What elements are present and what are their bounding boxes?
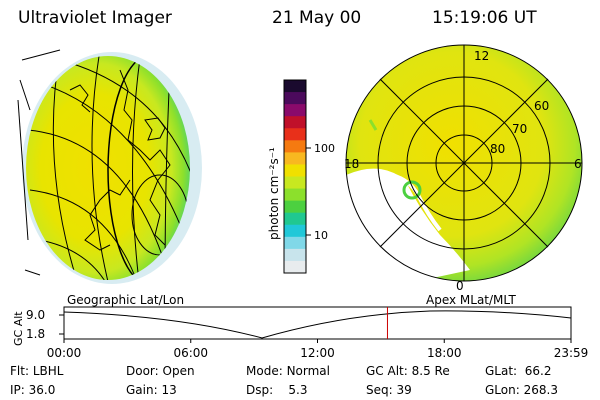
colorbar-cell bbox=[284, 200, 306, 214]
info-gain: Gain: 13 bbox=[126, 383, 177, 397]
colorbar-cell bbox=[284, 248, 306, 262]
mlt-label-6: 6 bbox=[574, 157, 582, 171]
mlat-label-80: 80 bbox=[490, 142, 505, 156]
mlt-label-18: 18 bbox=[344, 157, 359, 171]
time-tick-label: 06:00 bbox=[173, 346, 208, 360]
info-flt: Flt: LBHL bbox=[10, 364, 64, 378]
mlt-label-12: 12 bbox=[474, 49, 489, 63]
altitude-plot: 9.0 1.8 GC Alt 00:00 06:00 12:00 18:00 23:59 bbox=[12, 306, 589, 360]
mlat-label-70: 70 bbox=[512, 122, 527, 136]
time-tick-label: 12:00 bbox=[300, 346, 335, 360]
info-ip: IP: 36.0 bbox=[10, 383, 56, 397]
info-mode: Mode: Normal bbox=[246, 364, 330, 378]
info-door: Door: Open bbox=[126, 364, 195, 378]
info-glat: GLat: 66.2 bbox=[485, 364, 552, 378]
colorbar-cell bbox=[284, 224, 306, 238]
colorbar-cell bbox=[284, 236, 306, 250]
time-tick-label: 23:59 bbox=[554, 346, 589, 360]
right-caption: Apex MLat/MLT bbox=[426, 293, 516, 307]
colorbar-cell bbox=[284, 188, 306, 202]
colorbar-cell bbox=[284, 104, 306, 117]
mlt-label-0: 0 bbox=[456, 279, 464, 293]
left-caption: Geographic Lat/Lon bbox=[67, 293, 184, 307]
polar-image: 12 0 18 6 60 70 80 Apex MLat/MLT bbox=[344, 44, 583, 307]
colorbar-cell bbox=[284, 140, 306, 153]
mlat-label-60: 60 bbox=[534, 99, 549, 113]
time-tick-label: 18:00 bbox=[427, 346, 462, 360]
colorbar-cell bbox=[284, 164, 306, 177]
colorbar-cell bbox=[284, 80, 306, 93]
colorbar-tick-100: 100 bbox=[314, 142, 335, 155]
colorbar-cell bbox=[284, 92, 306, 105]
time-tick-label: 00:00 bbox=[47, 346, 82, 360]
alt-ylabel: GC Alt bbox=[12, 311, 25, 346]
colorbar-label: photon cm⁻²s⁻¹ bbox=[267, 147, 281, 240]
colorbar: 100 10 photon cm⁻²s⁻¹ bbox=[267, 79, 335, 274]
time-label: 15:19:06 UT bbox=[432, 8, 537, 28]
alt-tick-9: 9.0 bbox=[26, 308, 45, 322]
info-seq: Seq: 39 bbox=[366, 383, 412, 397]
colorbar-cell bbox=[284, 212, 306, 226]
geographic-image: Geographic Lat/Lon bbox=[17, 49, 202, 307]
date-label: 21 May 00 bbox=[272, 8, 362, 28]
info-glon: GLon: 268.3 bbox=[485, 383, 558, 397]
colorbar-cell bbox=[284, 260, 306, 274]
info-gcalt: GC Alt: 8.5 Re bbox=[366, 364, 450, 378]
alt-tick-1.8: 1.8 bbox=[26, 327, 45, 341]
colorbar-cell bbox=[284, 128, 306, 141]
instrument-title: Ultraviolet Imager bbox=[18, 8, 172, 28]
info-dsp: Dsp: 5.3 bbox=[246, 383, 308, 397]
colorbar-cell bbox=[284, 176, 306, 190]
colorbar-cell bbox=[284, 152, 306, 165]
colorbar-tick-10: 10 bbox=[314, 229, 328, 242]
colorbar-cell bbox=[284, 116, 306, 129]
